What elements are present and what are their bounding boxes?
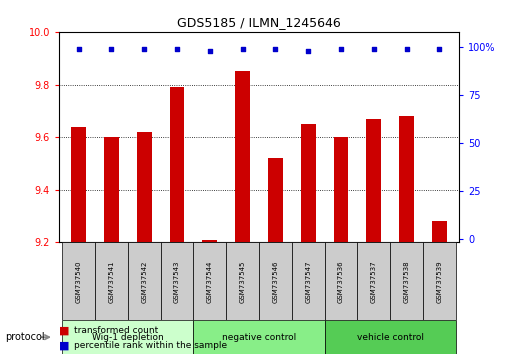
- Point: [403, 46, 411, 52]
- Bar: [104, 137, 119, 242]
- Point: [304, 48, 312, 54]
- Bar: [193, 242, 226, 320]
- Text: GSM737536: GSM737536: [338, 260, 344, 303]
- Point: [74, 46, 83, 52]
- Point: [337, 46, 345, 52]
- Point: [271, 46, 280, 52]
- Text: GSM737544: GSM737544: [207, 260, 213, 303]
- Bar: [71, 127, 86, 242]
- Bar: [390, 242, 423, 320]
- Text: GSM737537: GSM737537: [371, 260, 377, 303]
- Bar: [161, 242, 193, 320]
- Text: GSM737541: GSM737541: [108, 260, 114, 303]
- Point: [140, 46, 148, 52]
- Text: GSM737542: GSM737542: [141, 260, 147, 303]
- Bar: [62, 320, 193, 354]
- Text: transformed count: transformed count: [74, 326, 159, 336]
- Bar: [62, 242, 95, 320]
- Bar: [268, 158, 283, 242]
- Point: [206, 48, 214, 54]
- Bar: [423, 242, 456, 320]
- Text: GSM737545: GSM737545: [240, 260, 246, 303]
- Text: Wig-1 depletion: Wig-1 depletion: [92, 333, 164, 342]
- Bar: [325, 320, 456, 354]
- Text: negative control: negative control: [222, 333, 296, 342]
- Bar: [399, 116, 414, 242]
- Bar: [203, 240, 217, 242]
- Bar: [259, 242, 292, 320]
- Bar: [193, 320, 325, 354]
- Text: GSM737547: GSM737547: [305, 260, 311, 303]
- Point: [239, 46, 247, 52]
- Bar: [137, 132, 152, 242]
- Text: percentile rank within the sample: percentile rank within the sample: [74, 341, 227, 350]
- Bar: [170, 87, 185, 242]
- Text: ■: ■: [59, 340, 69, 350]
- Text: GSM737540: GSM737540: [76, 260, 82, 303]
- Point: [370, 46, 378, 52]
- Bar: [95, 242, 128, 320]
- Bar: [292, 242, 325, 320]
- Text: GSM737546: GSM737546: [272, 260, 279, 303]
- Text: GSM737538: GSM737538: [404, 260, 410, 303]
- Bar: [226, 242, 259, 320]
- Bar: [358, 242, 390, 320]
- Bar: [432, 221, 447, 242]
- Title: GDS5185 / ILMN_1245646: GDS5185 / ILMN_1245646: [177, 16, 341, 29]
- Text: ■: ■: [59, 326, 69, 336]
- Text: GSM737539: GSM737539: [437, 260, 442, 303]
- Bar: [235, 72, 250, 242]
- Bar: [128, 242, 161, 320]
- Point: [436, 46, 444, 52]
- Point: [107, 46, 115, 52]
- Point: [173, 46, 181, 52]
- Bar: [325, 242, 358, 320]
- Text: vehicle control: vehicle control: [357, 333, 424, 342]
- Bar: [333, 137, 348, 242]
- Bar: [366, 119, 381, 242]
- Bar: [301, 124, 315, 242]
- Text: protocol: protocol: [5, 332, 45, 342]
- Text: GSM737543: GSM737543: [174, 260, 180, 303]
